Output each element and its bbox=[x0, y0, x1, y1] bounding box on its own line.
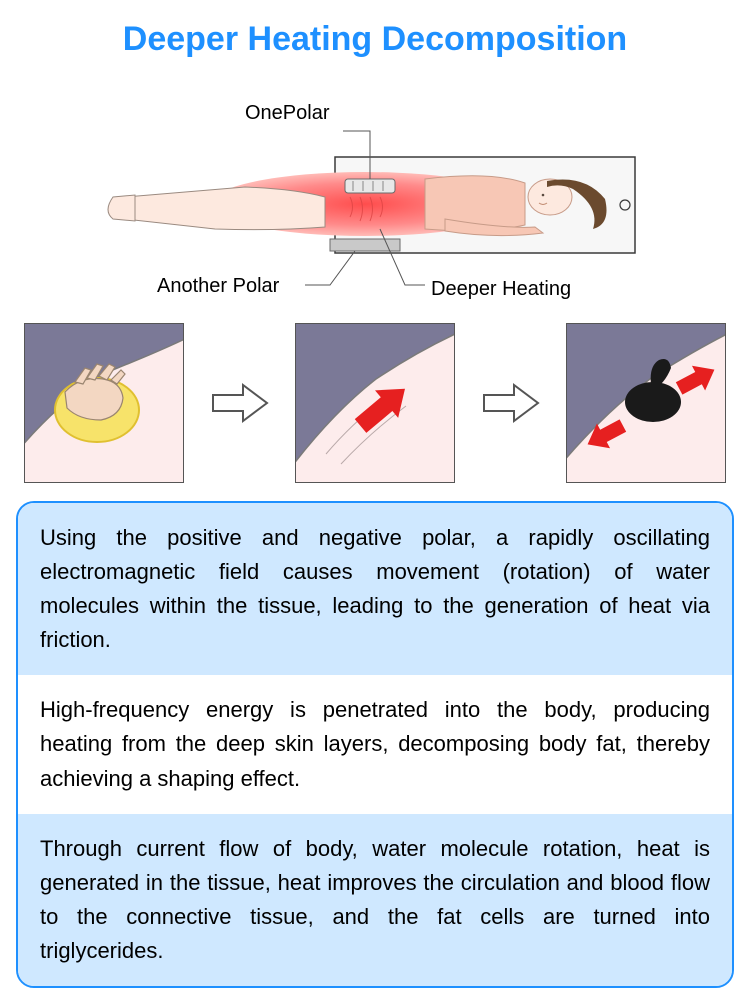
page-title: Deeper Heating Decomposition bbox=[16, 20, 734, 59]
arrow-2 bbox=[480, 383, 542, 423]
top-electrode bbox=[345, 179, 395, 193]
description-container: Using the positive and negative polar, a… bbox=[16, 501, 734, 988]
step-1 bbox=[24, 323, 184, 483]
label-deeperheating: Deeper Heating bbox=[431, 278, 571, 300]
desc-block-3: Through current flow of body, water mole… bbox=[18, 814, 732, 986]
arrow-1 bbox=[209, 383, 271, 423]
body-diagram: OnePolar Another Polar Deeper Heating bbox=[95, 79, 655, 309]
step-2 bbox=[295, 323, 455, 483]
step-3 bbox=[566, 323, 726, 483]
label-onepolar: OnePolar bbox=[245, 102, 330, 124]
label-anotherpolar: Another Polar bbox=[157, 275, 280, 297]
desc-block-2: High-frequency energy is penetrated into… bbox=[18, 675, 732, 813]
desc-block-1: Using the positive and negative polar, a… bbox=[18, 503, 732, 675]
steps-row bbox=[16, 323, 734, 483]
